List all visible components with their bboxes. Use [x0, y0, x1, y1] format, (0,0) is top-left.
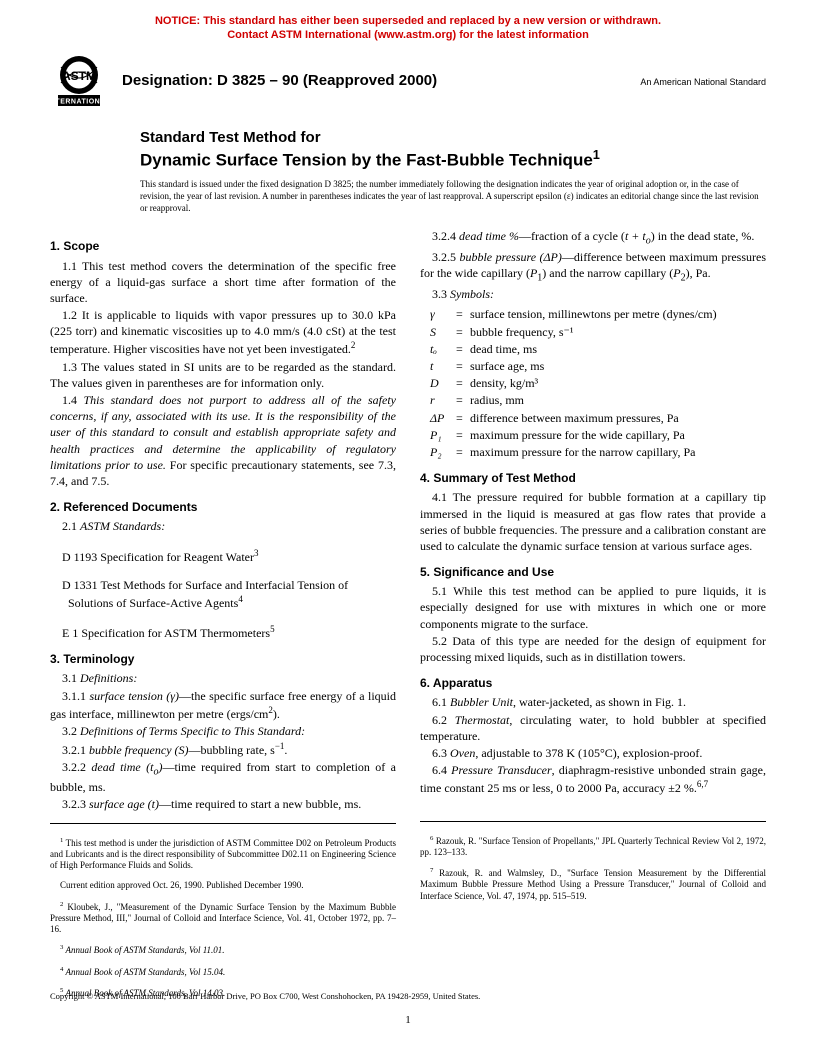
- para-1-1: 1.1 This test method covers the determin…: [50, 258, 396, 307]
- para-3-3: 3.3 Symbols:: [420, 286, 766, 302]
- para-5-1: 5.1 While this test method can be applie…: [420, 583, 766, 632]
- symbol-sym: P₂: [430, 444, 456, 460]
- para-6-2: 6.2 Thermostat, circulating water, to ho…: [420, 712, 766, 744]
- symbol-row: r=radius, mm: [430, 392, 766, 408]
- header: ASTM INTERNATIONAL Designation: D 3825 –…: [0, 47, 816, 111]
- para-5-2: 5.2 Data of this type are needed for the…: [420, 633, 766, 665]
- title-block: Standard Test Method for Dynamic Surface…: [140, 129, 766, 172]
- title-line1: Standard Test Method for: [140, 129, 766, 148]
- footnotes-right: 6 Razouk, R. "Surface Tension of Propell…: [420, 821, 766, 902]
- para-3-2-3: 3.2.3 surface age (t)—time required to s…: [50, 796, 396, 812]
- symbol-sym: D: [430, 375, 456, 391]
- symbol-sym: ΔP: [430, 410, 456, 426]
- symbol-sym: tₒ: [430, 341, 456, 357]
- para-6-3: 6.3 Oven, adjustable to 378 K (105°C), e…: [420, 745, 766, 761]
- footnote-7: 7 Razouk, R. and Walmsley, D., "Surface …: [420, 867, 766, 902]
- symbol-row: D=density, kg/m³: [430, 375, 766, 391]
- symbol-eq: =: [456, 324, 470, 340]
- symbol-eq: =: [456, 306, 470, 322]
- issuance-note: This standard is issued under the fixed …: [140, 179, 766, 214]
- symbol-sym: P₁: [430, 427, 456, 443]
- para-3-2: 3.2 Definitions of Terms Specific to Thi…: [50, 723, 396, 739]
- symbol-row: t=surface age, ms: [430, 358, 766, 374]
- symbol-eq: =: [456, 427, 470, 443]
- footnote-6: 6 Razouk, R. "Surface Tension of Propell…: [420, 835, 766, 859]
- symbols-table: γ=surface tension, millinewtons per metr…: [430, 306, 766, 460]
- section-head-scope: 1. Scope: [50, 238, 396, 254]
- title-line2: Dynamic Surface Tension by the Fast-Bubb…: [140, 147, 766, 171]
- section-head-refdocs: 2. Referenced Documents: [50, 499, 396, 515]
- para-6-4: 6.4 Pressure Transducer, diaphragm-resis…: [420, 762, 766, 796]
- section-head-summary: 4. Summary of Test Method: [420, 470, 766, 486]
- para-2-1: 2.1 ASTM Standards:: [50, 518, 396, 534]
- svg-text:ASTM: ASTM: [62, 69, 96, 83]
- page-number: 1: [0, 1013, 816, 1028]
- para-6-1: 6.1 Bubbler Unit, water-jacketed, as sho…: [420, 694, 766, 710]
- symbol-def: maximum pressure for the narrow capillar…: [470, 444, 766, 460]
- para-3-1-1: 3.1.1 surface tension (γ)—the specific s…: [50, 688, 396, 722]
- ref-d1193: D 1193 Specification for Reagent Water3: [68, 547, 396, 565]
- symbol-row: S=bubble frequency, s⁻¹: [430, 324, 766, 340]
- symbol-def: bubble frequency, s⁻¹: [470, 324, 766, 340]
- footnote-edition: Current edition approved Oct. 26, 1990. …: [50, 880, 396, 891]
- symbol-eq: =: [456, 444, 470, 460]
- symbol-row: tₒ=dead time, ms: [430, 341, 766, 357]
- ref-d1331: D 1331 Test Methods for Surface and Inte…: [68, 577, 396, 611]
- symbol-eq: =: [456, 358, 470, 374]
- section-head-significance: 5. Significance and Use: [420, 564, 766, 580]
- symbol-row: γ=surface tension, millinewtons per metr…: [430, 306, 766, 322]
- symbol-sym: t: [430, 358, 456, 374]
- symbol-row: P₂=maximum pressure for the narrow capil…: [430, 444, 766, 460]
- footnote-3: 3 Annual Book of ASTM Standards, Vol 11.…: [50, 944, 396, 956]
- symbol-sym: S: [430, 324, 456, 340]
- body-columns: 1. Scope 1.1 This test method covers the…: [0, 228, 816, 999]
- symbol-def: density, kg/m³: [470, 375, 766, 391]
- para-3-2-4: 3.2.4 dead time %—fraction of a cycle (t…: [420, 228, 766, 248]
- symbol-def: maximum pressure for the wide capillary,…: [470, 427, 766, 443]
- para-3-1: 3.1 Definitions:: [50, 670, 396, 686]
- para-3-2-2: 3.2.2 dead time (to)—time required from …: [50, 759, 396, 795]
- symbol-eq: =: [456, 375, 470, 391]
- symbol-sym: r: [430, 392, 456, 408]
- para-1-3: 1.3 The values stated in SI units are to…: [50, 359, 396, 391]
- notice-line2: Contact ASTM International (www.astm.org…: [227, 29, 589, 41]
- designation: Designation: D 3825 – 90 (Reapproved 200…: [122, 71, 437, 91]
- symbol-def: radius, mm: [470, 392, 766, 408]
- para-1-4: 1.4 This standard does not purport to ad…: [50, 392, 396, 489]
- section-head-apparatus: 6. Apparatus: [420, 675, 766, 691]
- para-4-1: 4.1 The pressure required for bubble for…: [420, 489, 766, 554]
- symbol-def: surface age, ms: [470, 358, 766, 374]
- symbol-def: dead time, ms: [470, 341, 766, 357]
- symbol-def: difference between maximum pressures, Pa: [470, 410, 766, 426]
- footnote-2: 2 Kloubek, J., "Measurement of the Dynam…: [50, 901, 396, 936]
- ansi-note: An American National Standard: [640, 76, 766, 88]
- para-3-2-5: 3.2.5 bubble pressure (ΔP)—difference be…: [420, 249, 766, 285]
- ref-e1: E 1 Specification for ASTM Thermometers5: [68, 623, 396, 641]
- footnote-1: 1 This test method is under the jurisdic…: [50, 837, 396, 872]
- para-1-2: 1.2 It is applicable to liquids with vap…: [50, 307, 396, 358]
- footnotes-left: 1 This test method is under the jurisdic…: [50, 823, 396, 1000]
- copyright: Copyright © ASTM International, 100 Barr…: [50, 991, 766, 1002]
- supersession-notice: NOTICE: This standard has either been su…: [0, 0, 816, 47]
- symbol-eq: =: [456, 341, 470, 357]
- footnote-4: 4 Annual Book of ASTM Standards, Vol 15.…: [50, 966, 396, 978]
- symbol-row: P₁=maximum pressure for the wide capilla…: [430, 427, 766, 443]
- svg-text:INTERNATIONAL: INTERNATIONAL: [50, 98, 108, 105]
- astm-logo: ASTM INTERNATIONAL: [50, 53, 108, 111]
- para-3-2-1: 3.2.1 bubble frequency (S)—bubbling rate…: [50, 740, 396, 758]
- symbol-eq: =: [456, 392, 470, 408]
- symbol-eq: =: [456, 410, 470, 426]
- symbol-sym: γ: [430, 306, 456, 322]
- notice-line1: NOTICE: This standard has either been su…: [155, 15, 661, 27]
- section-head-terminology: 3. Terminology: [50, 651, 396, 667]
- symbol-def: surface tension, millinewtons per metre …: [470, 306, 766, 322]
- symbol-row: ΔP=difference between maximum pressures,…: [430, 410, 766, 426]
